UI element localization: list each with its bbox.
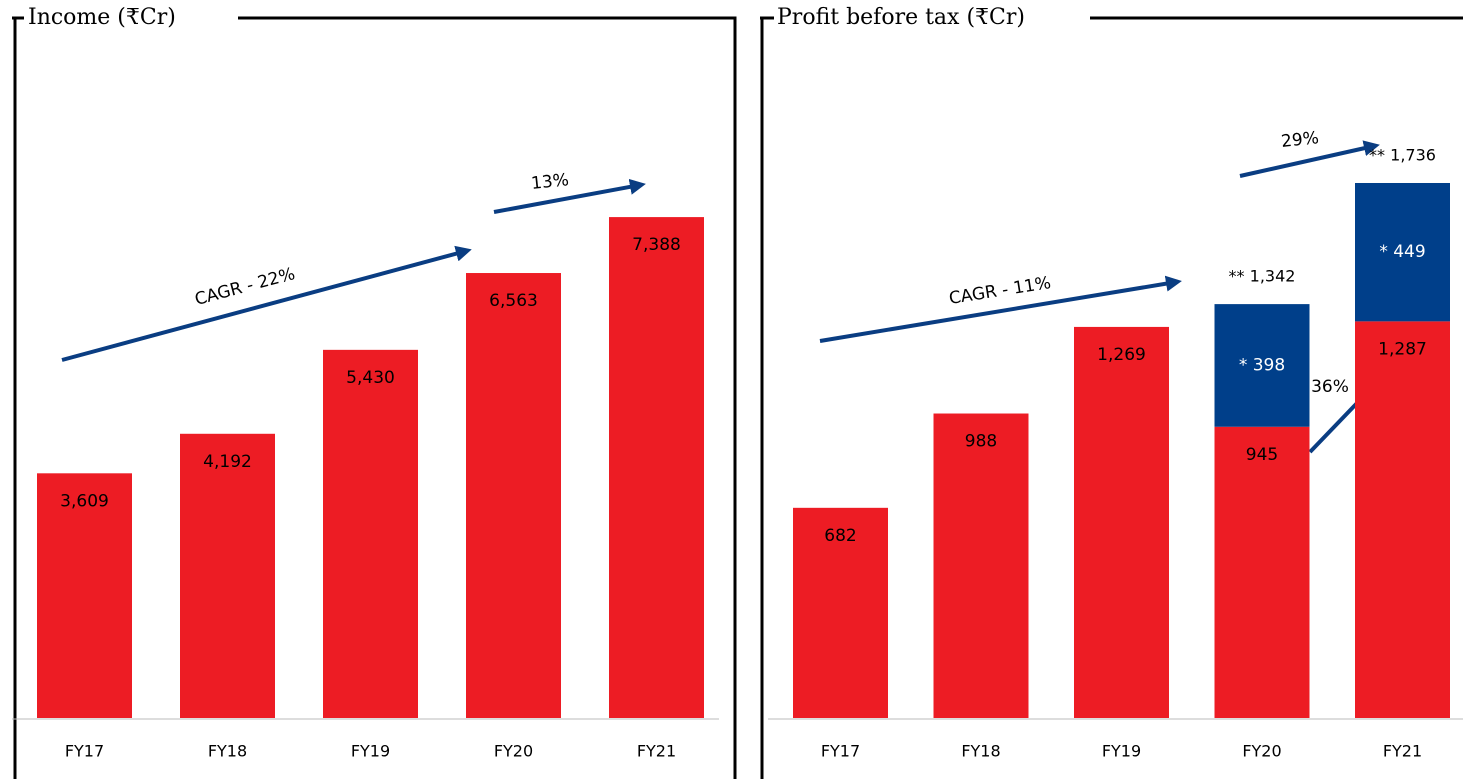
bar	[609, 217, 704, 718]
bar-segment	[933, 413, 1029, 718]
x-tick-label: FY19	[351, 742, 390, 761]
chart-title: Income (₹Cr)	[28, 5, 176, 30]
annotation: 36%	[1311, 377, 1349, 397]
right-frame	[760, 16, 1463, 779]
data-label: 5,430	[346, 368, 395, 388]
x-tick-label: FY17	[65, 742, 104, 761]
data-label: 4,192	[203, 452, 252, 472]
bar-segment	[1214, 426, 1310, 718]
data-label: 945	[1246, 445, 1278, 465]
data-label: 1,287	[1378, 339, 1427, 359]
arrow	[493, 178, 646, 214]
annotation: 29%	[1280, 128, 1320, 152]
arrow	[819, 275, 1182, 343]
bar	[466, 273, 561, 718]
data-label: 988	[965, 432, 997, 452]
x-tick-label: FY18	[208, 742, 247, 761]
bar-segment	[1074, 326, 1169, 718]
data-label: 682	[824, 526, 856, 546]
x-tick-label: FY20	[494, 742, 533, 761]
data-label: 6,563	[489, 291, 538, 311]
data-label: 3,609	[60, 491, 109, 511]
x-tick-label: FY19	[1102, 742, 1141, 761]
x-tick-label: FY20	[1242, 742, 1281, 761]
data-label: * 449	[1379, 242, 1425, 262]
x-tick-label: FY21	[1383, 742, 1422, 761]
data-label: 7,388	[632, 235, 681, 255]
bar	[323, 349, 418, 718]
x-tick-label: FY17	[821, 742, 860, 761]
bar-segment	[1355, 321, 1450, 718]
arrow	[61, 245, 472, 362]
bar	[180, 433, 275, 718]
bar	[37, 473, 132, 718]
data-label: * 398	[1239, 355, 1285, 375]
annotation: CAGR - 22%	[193, 264, 298, 310]
chart-title: Profit before tax (₹Cr)	[777, 5, 1025, 30]
arrow	[1239, 140, 1380, 178]
bar-segment	[1355, 182, 1450, 322]
frames	[12, 16, 1463, 779]
data-label: 1,269	[1097, 345, 1146, 365]
bar-segment	[1214, 304, 1310, 427]
data-label: ** 1,736	[1369, 145, 1436, 164]
x-tick-label: FY21	[637, 742, 676, 761]
x-tick-label: FY18	[961, 742, 1000, 761]
left-frame	[12, 16, 737, 779]
bar-segment	[793, 507, 888, 718]
data-label: ** 1,342	[1229, 267, 1296, 286]
annotation: 13%	[530, 170, 570, 194]
